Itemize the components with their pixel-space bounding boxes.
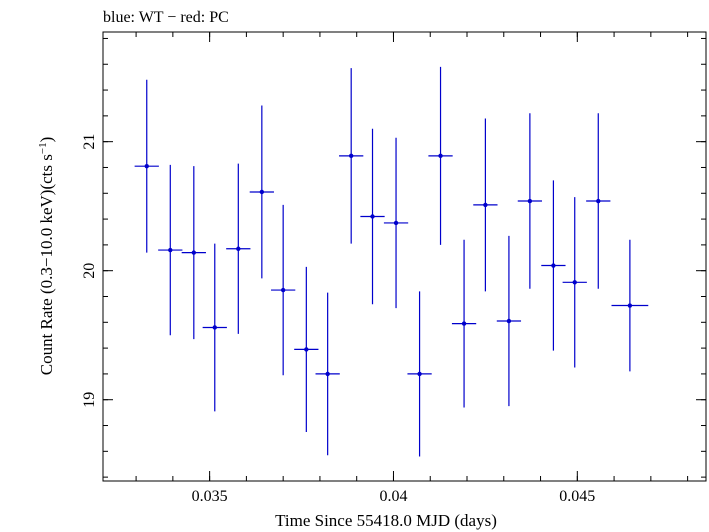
point-marker bbox=[483, 202, 488, 208]
y-tick-label: 21 bbox=[81, 134, 98, 150]
axis-ticks bbox=[103, 32, 706, 481]
point-marker bbox=[236, 246, 241, 251]
data-point bbox=[496, 235, 522, 407]
data-point bbox=[294, 266, 319, 432]
y-tick-label: 19 bbox=[81, 392, 98, 408]
point-marker bbox=[144, 163, 149, 169]
point-marker bbox=[627, 303, 633, 308]
y-axis-label: Count Rate (0.3−10.0 keV)(cts s−1) bbox=[37, 137, 56, 376]
data-points bbox=[134, 66, 649, 457]
data-point bbox=[249, 105, 274, 279]
data-point bbox=[226, 163, 251, 334]
data-point bbox=[360, 128, 385, 305]
point-marker bbox=[527, 198, 533, 204]
data-point bbox=[428, 66, 453, 245]
data-point bbox=[158, 164, 183, 336]
point-marker bbox=[259, 189, 265, 195]
point-marker bbox=[325, 371, 330, 377]
data-point bbox=[517, 113, 543, 289]
point-marker bbox=[506, 318, 512, 324]
point-marker bbox=[461, 321, 467, 326]
data-point bbox=[339, 68, 364, 244]
point-marker bbox=[304, 347, 309, 352]
point-marker bbox=[596, 198, 601, 204]
data-point bbox=[315, 292, 340, 456]
y-axis-label-close: ) bbox=[37, 137, 56, 143]
data-point bbox=[407, 291, 432, 457]
plot-frame bbox=[102, 31, 707, 482]
y-axis-label-main: Count Rate (0.3−10.0 keV)(cts s bbox=[37, 154, 56, 375]
x-axis-label: Time Since 55418.0 MJD (days) bbox=[275, 511, 497, 530]
chart-title: blue: WT − red: PC bbox=[103, 9, 229, 26]
data-point bbox=[611, 239, 649, 372]
point-marker bbox=[551, 263, 556, 268]
data-point bbox=[383, 137, 409, 309]
point-marker bbox=[168, 247, 173, 253]
x-tick-label: 0.04 bbox=[379, 488, 407, 505]
y-tick-label: 20 bbox=[81, 263, 98, 279]
data-point bbox=[541, 180, 566, 351]
point-marker bbox=[348, 153, 354, 159]
point-marker bbox=[572, 280, 577, 285]
data-point bbox=[202, 243, 227, 412]
data-point bbox=[271, 204, 296, 376]
data-point bbox=[451, 239, 477, 408]
point-marker bbox=[212, 325, 217, 330]
tick-labels: 0.035 0.04 0.045 19 20 21 bbox=[81, 134, 595, 505]
x-tick-label: 0.045 bbox=[559, 488, 595, 505]
point-marker bbox=[417, 371, 422, 377]
point-marker bbox=[370, 214, 375, 219]
point-marker bbox=[393, 220, 399, 226]
data-point bbox=[586, 113, 611, 289]
point-marker bbox=[280, 287, 286, 293]
y-axis-label-superscript: −1 bbox=[37, 142, 49, 154]
data-point bbox=[134, 79, 159, 253]
point-marker bbox=[438, 153, 443, 159]
data-point bbox=[562, 197, 587, 368]
point-marker bbox=[191, 250, 197, 255]
data-point bbox=[181, 166, 206, 340]
data-point bbox=[473, 118, 498, 292]
x-tick-label: 0.035 bbox=[192, 488, 228, 505]
